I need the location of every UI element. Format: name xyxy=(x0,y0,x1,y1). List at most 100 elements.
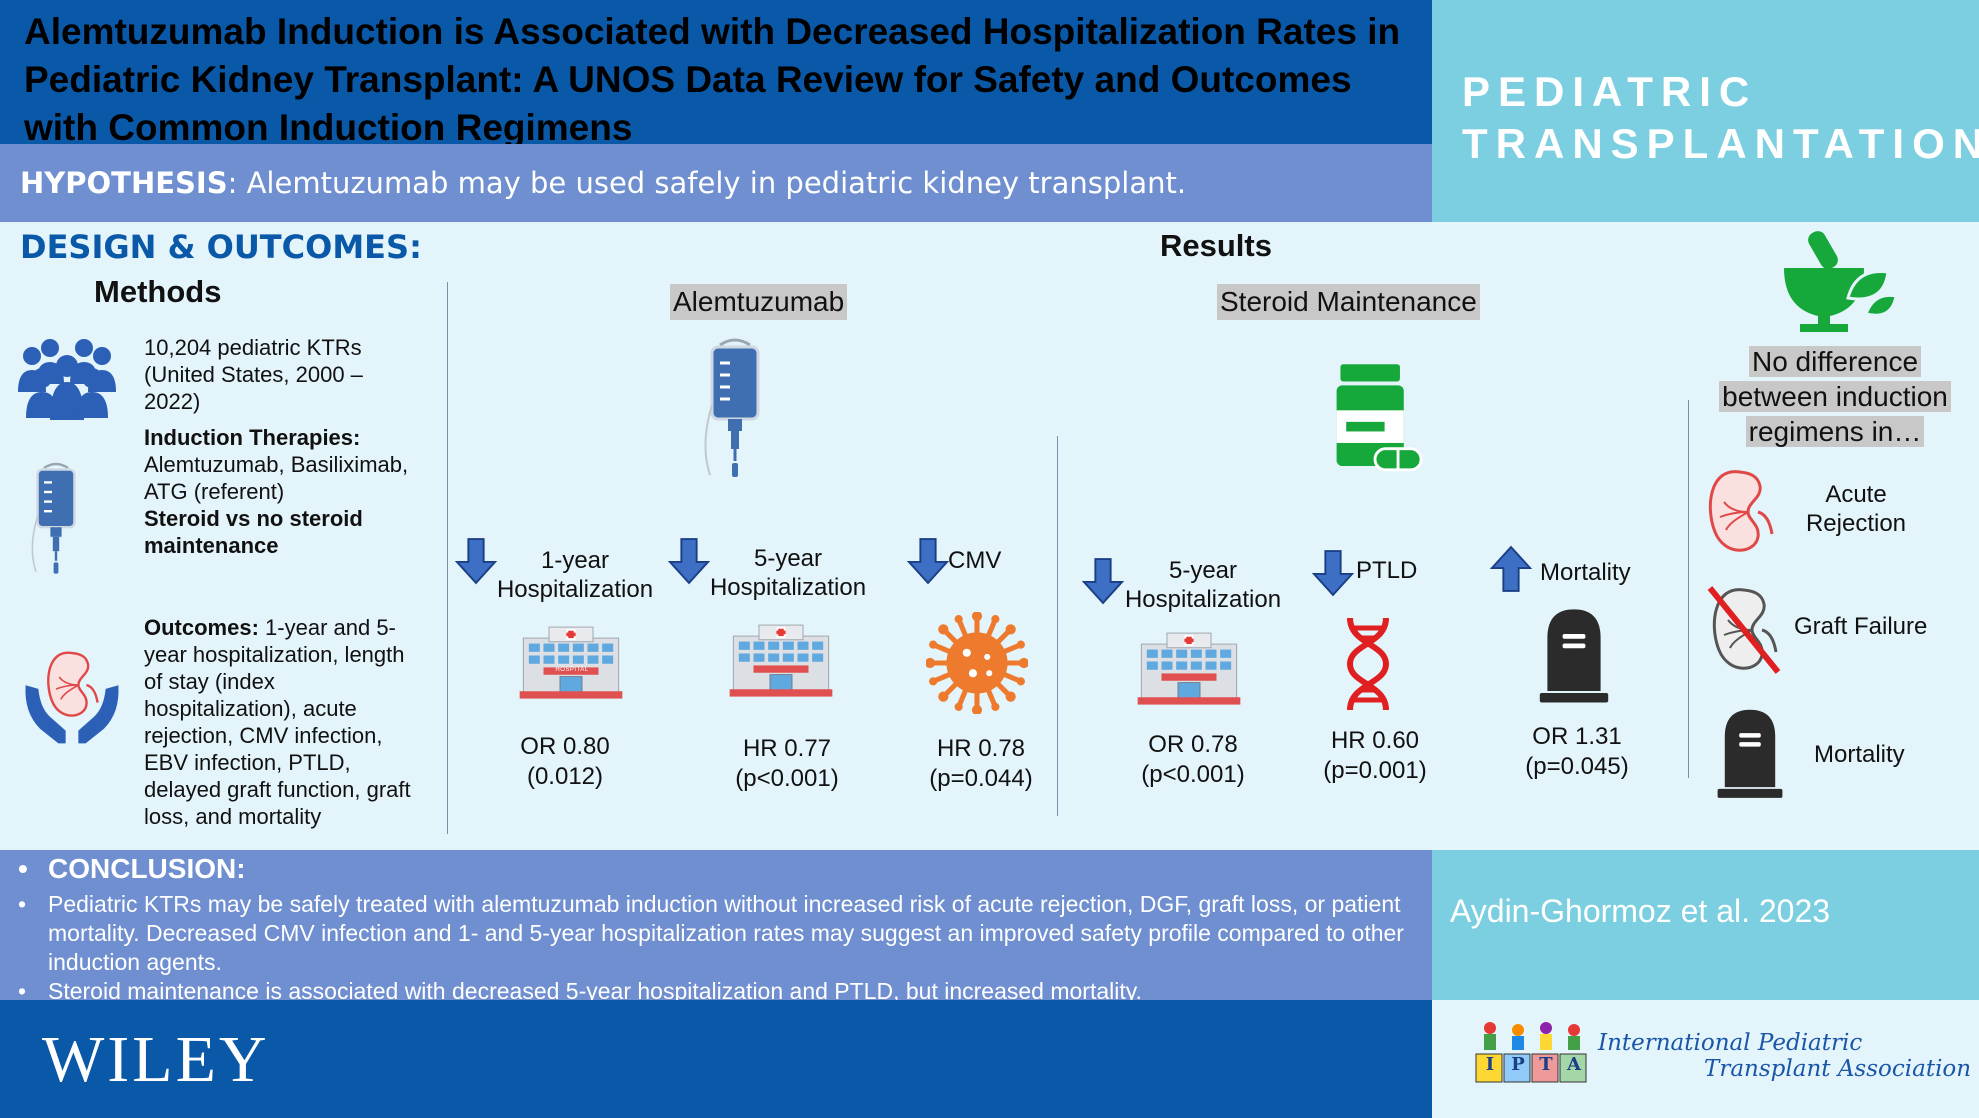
conclusion-heading: • CONCLUSION: xyxy=(18,853,246,884)
conclusion-bullet-1-text: Pediatric KTRs may be safely treated wit… xyxy=(48,891,1404,975)
journal-banner xyxy=(1432,0,1979,222)
ipta-block-t: T xyxy=(1539,1054,1553,1075)
conclusion-colon: : xyxy=(236,853,246,884)
conclusion-bullet-2: • Steroid maintenance is associated with … xyxy=(18,978,1142,1004)
hospital-icon xyxy=(516,620,626,702)
alem-cmv-label: CMV xyxy=(948,547,1002,574)
no-diff-line3: regimens in… xyxy=(1745,416,1925,447)
steroid-maintenance-label: Steroid Maintenance xyxy=(1217,284,1480,320)
page-title: Alemtuzumab Induction is Associated with… xyxy=(24,11,1401,148)
hospital-sign-text: HOSPITAL xyxy=(555,667,589,673)
author-citation: Aydin-Ghormoz et al. 2023 xyxy=(1450,893,1831,929)
ster-mortality-label: Mortality xyxy=(1540,559,1631,586)
methods-heading: Methods xyxy=(94,274,222,309)
no-diff-line2: between induction xyxy=(1719,381,1951,412)
publisher-banner xyxy=(0,1000,1432,1118)
alem-1yr-stat: OR 0.80 xyxy=(520,733,610,760)
alem-5yr-p: (p<0.001) xyxy=(735,765,839,792)
design-colon: : xyxy=(409,228,422,266)
ster-5yr-stat: OR 0.78 xyxy=(1148,731,1238,758)
journal-name-line2: TRANSPLANTATION xyxy=(1462,120,1979,167)
alemtuzumab-label: Alemtuzumab xyxy=(670,284,848,320)
induction-text: Alemtuzumab, Basiliximab, ATG (referent) xyxy=(144,452,409,504)
ster-mortality-stat: OR 1.31 xyxy=(1532,723,1622,750)
induction-label: Induction Therapies: xyxy=(144,425,361,450)
ster-5yr-p: (p<0.001) xyxy=(1141,761,1245,788)
design-heading: DESIGN & OUTCOMES: xyxy=(20,228,422,266)
design-label: DESIGN & OUTCOMES xyxy=(20,228,410,266)
failed-kidney-icon xyxy=(1707,586,1781,674)
no-diff-line1: No difference xyxy=(1748,346,1922,377)
conclusion: • CONCLUSION: • Pediatric KTRs may be safe… xyxy=(18,852,1418,1006)
alem-1yr-value: OR 0.80 (0.012) xyxy=(490,732,640,792)
ster-mortality-p: (p=0.045) xyxy=(1525,753,1629,780)
tombstone-icon xyxy=(1714,700,1786,804)
ipta-block-p: P xyxy=(1511,1054,1525,1075)
main-panel xyxy=(0,222,1979,850)
kidney-icon xyxy=(1700,462,1780,562)
pill-bottle-icon xyxy=(1327,356,1423,480)
ipta-block-i: I xyxy=(1485,1054,1495,1075)
conclusion-bullet-2-text: Steroid maintenance is associated with d… xyxy=(48,978,1142,1004)
divider-results xyxy=(1057,436,1058,816)
mortality-label: Mortality xyxy=(1814,741,1905,768)
ipta-kids-logo-icon xyxy=(1475,1022,1587,1083)
hypothesis: HYPOTHESIS: Alemtuzumab may be used safe… xyxy=(20,166,1186,200)
steroid-text: Steroid vs no steroid maintenance xyxy=(144,506,363,558)
title-banner xyxy=(0,0,1432,144)
hospital-icon xyxy=(1134,626,1244,708)
kidney-in-hands-icon xyxy=(25,651,119,744)
mortar-pestle-icon xyxy=(1778,228,1898,338)
conclusion-bullet-1: • Pediatric KTRs may be safely treated wi… xyxy=(18,890,1418,977)
alem-1yr-label: 1-year Hospitalization xyxy=(496,547,654,603)
tombstone-icon xyxy=(1536,600,1612,708)
conclusion-banner xyxy=(0,850,1432,1000)
outcomes-label: Outcomes: xyxy=(144,615,259,640)
ster-5yr-value: OR 0.78 (p<0.001) xyxy=(1118,730,1268,790)
author-banner xyxy=(1432,850,1979,1000)
alem-cmv-p: (p=0.044) xyxy=(929,765,1033,792)
ipta-name-line1: International Pediatric xyxy=(1598,1030,1863,1056)
hypothesis-label: HYPOTHESIS xyxy=(20,166,228,200)
alem-5yr-label: 5-year Hospitalization xyxy=(709,545,867,601)
ster-5yr-label: 5-year Hospitalization xyxy=(1124,557,1282,613)
people-icon xyxy=(12,334,122,424)
no-difference-heading: No difference between induction regimens… xyxy=(1710,344,1960,449)
journal-name-line1: PEDIATRIC xyxy=(1462,68,1758,115)
arrow-up-icon xyxy=(1490,544,1532,594)
publisher-logo: WILEY xyxy=(42,1023,270,1096)
conclusion-label: CONCLUSION xyxy=(48,853,237,884)
hospital-icon xyxy=(726,618,836,700)
ster-ptld-p: (p=0.001) xyxy=(1323,757,1427,784)
arrow-down-icon xyxy=(1312,548,1354,598)
virus-icon xyxy=(926,612,1028,714)
journal-name: PEDIATRIC TRANSPLANTATION xyxy=(1462,66,1979,170)
arrow-down-icon xyxy=(907,536,949,586)
graft-failure-label: Graft Failure xyxy=(1794,613,1928,640)
dna-icon xyxy=(1338,614,1398,714)
hypothesis-text: : Alemtuzumab may be used safely in pedi… xyxy=(227,166,1187,200)
acute-rejection-label: Acute Rejection xyxy=(1805,481,1907,537)
methods-induction: Induction Therapies: Alemtuzumab, Basili… xyxy=(144,424,414,559)
alem-5yr-stat: HR 0.77 xyxy=(742,735,832,762)
alem-cmv-stat: HR 0.78 xyxy=(936,735,1026,762)
ipta-name-line2: Transplant Association xyxy=(1704,1056,1972,1082)
methods-population: 10,204 pediatric KTRs (United States, 20… xyxy=(144,335,363,414)
divider-methods xyxy=(447,282,448,834)
ster-ptld-label: PTLD xyxy=(1356,557,1418,584)
alem-cmv-value: HR 0.78 (p=0.044) xyxy=(906,734,1056,794)
ipta-block-a: A xyxy=(1567,1054,1581,1075)
methods-outcomes: Outcomes: 1-year and 5-year hospitalizat… xyxy=(144,614,424,830)
alem-1yr-p: (0.012) xyxy=(526,763,604,790)
alem-5yr-value: HR 0.77 (p<0.001) xyxy=(712,734,862,794)
ster-ptld-value: HR 0.60 (p=0.001) xyxy=(1300,726,1450,786)
results-heading: Results xyxy=(1160,228,1272,263)
divider-no-difference xyxy=(1688,400,1689,778)
iv-bag-icon xyxy=(26,460,86,580)
ster-mortality-value: OR 1.31 (p=0.045) xyxy=(1502,722,1652,782)
ster-ptld-stat: HR 0.60 xyxy=(1330,727,1420,754)
hypothesis-banner xyxy=(0,144,1432,222)
outcomes-text: 1-year and 5-year hospitalization, lengt… xyxy=(144,615,411,829)
iv-bag-icon xyxy=(700,330,770,490)
